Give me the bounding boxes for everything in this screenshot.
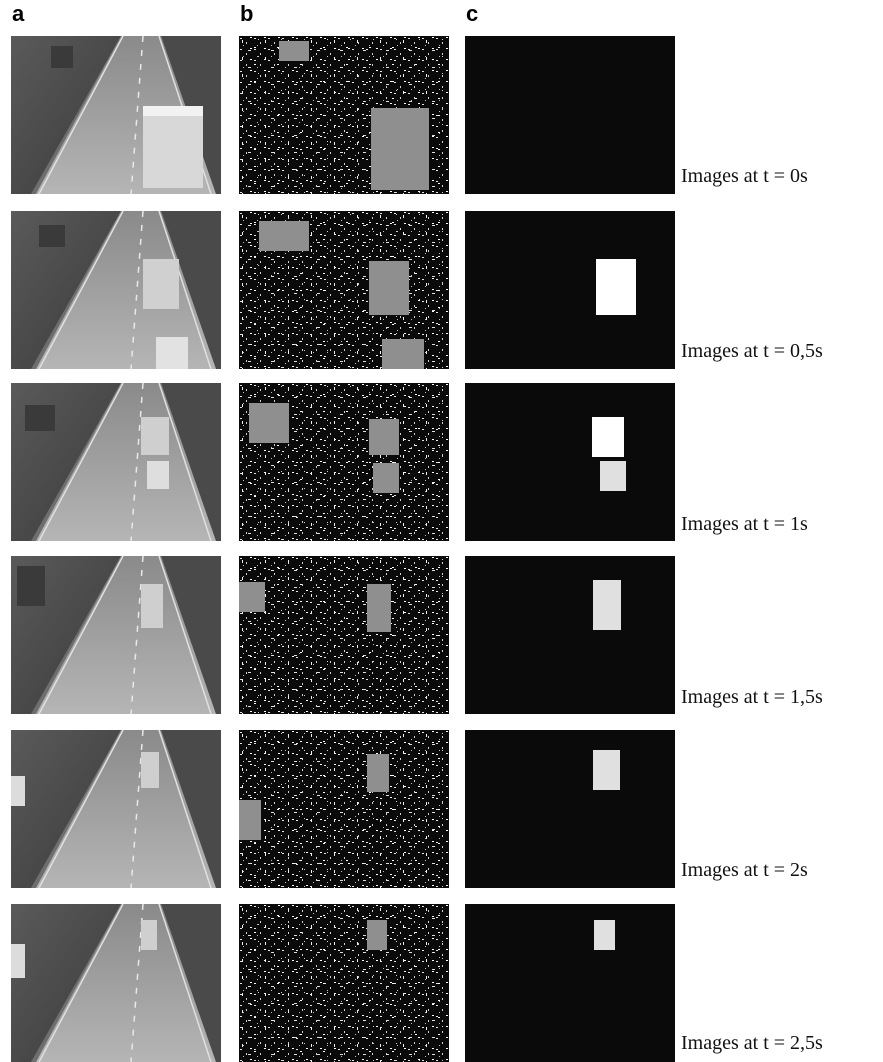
detection-image-t15: [465, 556, 675, 714]
road-image-t0: [11, 36, 221, 194]
detection-image-t2: [465, 730, 675, 888]
column-label-b: b: [240, 1, 254, 26]
road-image-t1: [11, 383, 221, 541]
segmentation-image-t05: [239, 211, 449, 369]
segmentation-image-t25: [239, 904, 449, 1062]
column-label-a: a: [12, 1, 25, 26]
road-image-t15: [11, 556, 221, 714]
segmentation-image-t15: [239, 556, 449, 714]
detection-image-t0: [465, 36, 675, 194]
road-image-t05: [11, 211, 221, 369]
detection-image-t05: [465, 211, 675, 369]
caption-t25: Images at t = 2,5s: [681, 1032, 823, 1054]
detection-image-t25: [465, 904, 675, 1062]
segmentation-image-t0: [239, 36, 449, 194]
caption-t05: Images at t = 0,5s: [681, 340, 823, 362]
detection-image-t1: [465, 383, 675, 541]
caption-t1: Images at t = 1s: [681, 513, 808, 535]
road-image-t2: [11, 730, 221, 888]
caption-t2: Images at t = 2s: [681, 859, 808, 881]
segmentation-image-t1: [239, 383, 449, 541]
column-label-c: c: [466, 1, 479, 26]
road-image-t25: [11, 904, 221, 1062]
segmentation-image-t2: [239, 730, 449, 888]
caption-t0: Images at t = 0s: [681, 165, 808, 187]
caption-t15: Images at t = 1,5s: [681, 686, 823, 708]
